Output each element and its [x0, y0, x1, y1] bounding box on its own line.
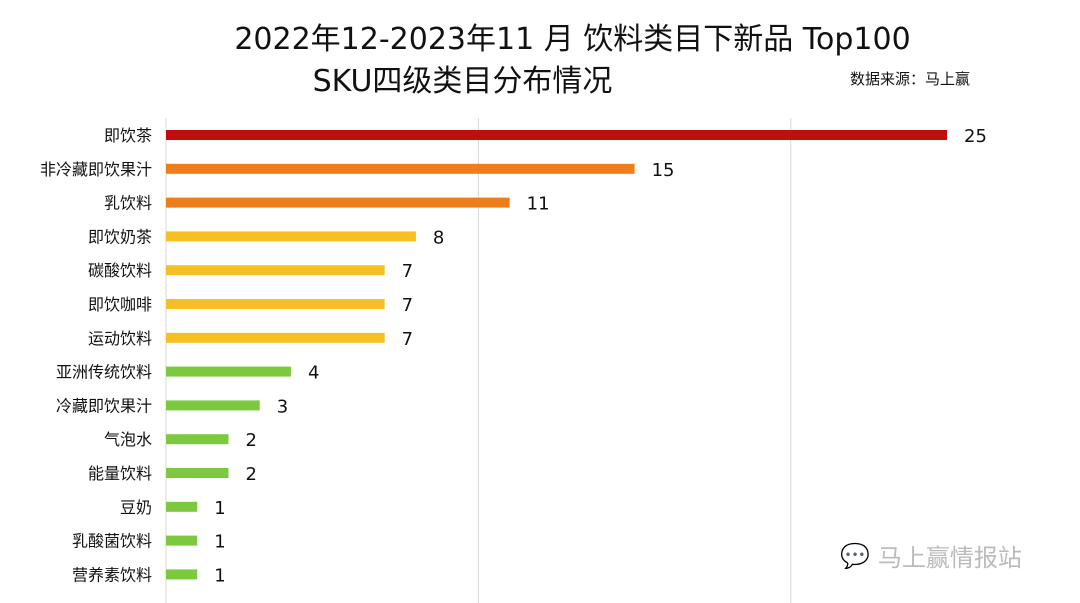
- bar: [166, 400, 260, 411]
- category-label: 营养素饮料: [72, 565, 152, 584]
- bar: [166, 265, 385, 276]
- bar: [166, 130, 947, 140]
- data-label: 3: [277, 396, 288, 417]
- data-label: 11: [527, 194, 550, 215]
- bar: [166, 332, 385, 343]
- category-label: 碳酸饮料: [88, 261, 152, 280]
- watermark-text: 马上赢情报站: [877, 544, 1022, 572]
- wechat-icon: 💬: [840, 541, 870, 570]
- bar: [166, 299, 385, 309]
- bar: [166, 535, 198, 546]
- data-label: 2: [245, 430, 256, 451]
- bar: [166, 197, 510, 208]
- data-label: 4: [308, 363, 319, 384]
- data-label: 1: [214, 498, 225, 519]
- watermark: 💬 马上赢情报站: [840, 538, 1022, 573]
- data-label: 25: [964, 126, 987, 147]
- bar: [166, 569, 198, 580]
- data-label: 7: [402, 295, 413, 316]
- bar: [166, 468, 229, 478]
- category-label: 能量饮料: [88, 464, 152, 483]
- data-label: 2: [245, 464, 256, 485]
- bar: [166, 366, 291, 377]
- data-label: 1: [214, 565, 225, 586]
- category-label: 即饮奶茶: [88, 227, 152, 246]
- category-label: 即饮茶: [104, 126, 152, 145]
- source-note: 数据来源：马上赢: [850, 70, 971, 88]
- category-label: 豆奶: [120, 498, 152, 517]
- chart-subtitle: SKU四级类目分布情况: [312, 64, 613, 99]
- data-label: 7: [402, 261, 413, 282]
- bar: [166, 501, 198, 512]
- category-label: 冷藏即饮果汁: [56, 396, 152, 415]
- data-label: 1: [214, 532, 225, 553]
- data-label: 15: [652, 160, 675, 181]
- bar: [166, 163, 635, 174]
- bar: [166, 231, 416, 242]
- category-label: 气泡水: [104, 430, 152, 449]
- category-label: 运动饮料: [88, 329, 152, 348]
- chart-title: 2022年12-2023年11 月 饮料类目下新品 Top100: [234, 22, 911, 57]
- bar: [166, 434, 229, 445]
- category-label: 亚洲传统饮料: [56, 363, 152, 382]
- category-label: 非冷藏即饮果汁: [40, 160, 152, 179]
- data-label: 8: [433, 227, 444, 248]
- category-label: 乳饮料: [104, 194, 152, 213]
- data-label: 7: [402, 329, 413, 350]
- category-label: 即饮咖啡: [88, 295, 152, 314]
- category-label: 乳酸菌饮料: [72, 532, 152, 551]
